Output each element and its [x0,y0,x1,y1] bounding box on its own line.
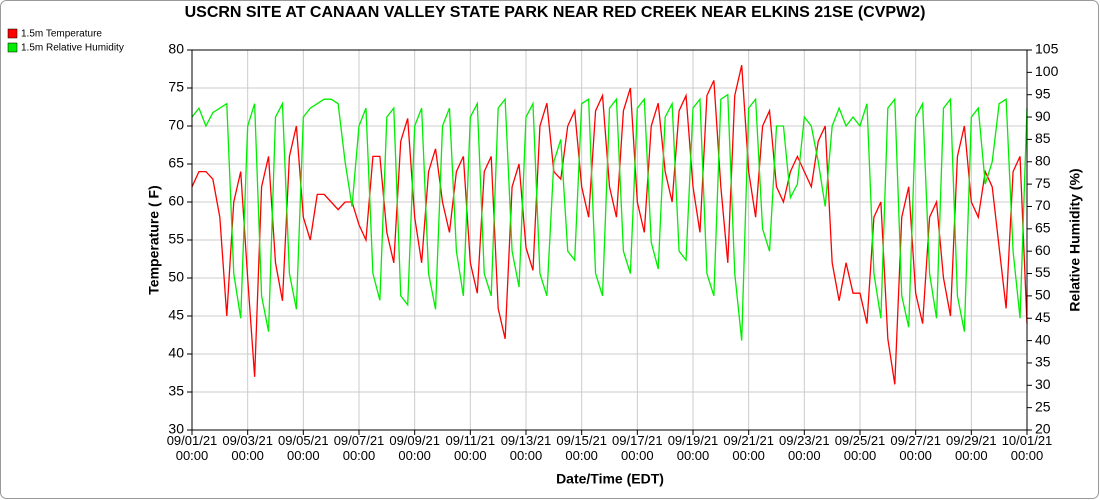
y2-tick-label: 60 [1035,242,1051,258]
y-tick-label: 70 [168,117,184,133]
x-tick-label: 09/05/21 00:00 [278,433,329,463]
y2-tick-label: 80 [1035,152,1051,168]
x-tick-label: 09/13/21 00:00 [500,433,552,463]
x-tick-label: 09/03/21 00:00 [222,433,273,463]
y-tick-label: 50 [168,269,184,285]
y2-tick-label: 40 [1035,331,1051,347]
y2-tick-label: 50 [1035,287,1051,303]
y2-tick-label: 95 [1035,85,1051,101]
y2-tick-label: 55 [1035,264,1051,280]
y-tick-label: 40 [168,345,184,361]
series-line [191,93,1028,341]
x-tick-label: 09/23/21 00:00 [779,433,830,463]
y-tick-label: 60 [168,193,184,209]
y2-tick-label: 45 [1035,309,1051,325]
y2-tick-label: 75 [1035,175,1051,191]
x-tick-label: 09/09/21 00:00 [389,433,440,463]
y2-tick-label: 105 [1035,41,1059,57]
legend-swatch [7,28,18,39]
x-axis-label: Date/Time (EDT) [556,471,664,487]
x-tick-label: 09/15/21 00:00 [556,433,607,463]
y2-tick-label: 30 [1035,376,1051,392]
y-tick-label: 65 [168,155,184,171]
y2-tick-label: 100 [1035,63,1059,79]
y-tick-label: 30 [168,421,184,437]
y-tick-label: 80 [168,41,184,57]
x-tick-label: 09/25/21 00:00 [834,433,886,463]
x-tick-label: 09/29/21 00:00 [946,433,997,463]
y2-axis-label: Relative Humidity (%) [1067,168,1083,311]
y-tick-label: 45 [168,307,184,323]
y-tick-label: 35 [168,383,184,399]
x-tick-label: 10/01/21 00:00 [1001,433,1053,463]
legend-swatch [7,42,18,53]
x-tick-label: 09/21/21 00:00 [723,433,774,463]
y2-tick-label: 25 [1035,398,1051,414]
x-tick-label: 09/07/21 00:00 [333,433,385,463]
y2-tick-label: 85 [1035,130,1051,146]
y-tick-label: 75 [168,79,184,95]
legend-label: 1.5m Temperature [21,29,102,40]
x-tick-label: 09/17/21 00:00 [612,433,663,463]
plot-border [191,49,1028,431]
y2-tick-label: 35 [1035,354,1051,370]
series-line [191,65,1028,385]
y-axis-label: Temperature ( F) [146,185,162,294]
y2-tick-label: 90 [1035,108,1051,124]
y2-tick-label: 20 [1035,421,1051,437]
x-tick-label: 09/01/21 00:00 [166,433,218,463]
y2-tick-label: 70 [1035,197,1051,213]
x-tick-label: 09/11/21 00:00 [445,433,496,463]
x-tick-label: 09/19/21 00:00 [667,433,719,463]
legend-label: 1.5m Relative Humidity [21,43,124,54]
chart-title: USCRN SITE AT CANAAN VALLEY STATE PARK N… [185,4,926,21]
y2-tick-label: 65 [1035,220,1051,236]
y-tick-label: 55 [168,231,184,247]
x-tick-label: 09/27/21 00:00 [890,433,941,463]
